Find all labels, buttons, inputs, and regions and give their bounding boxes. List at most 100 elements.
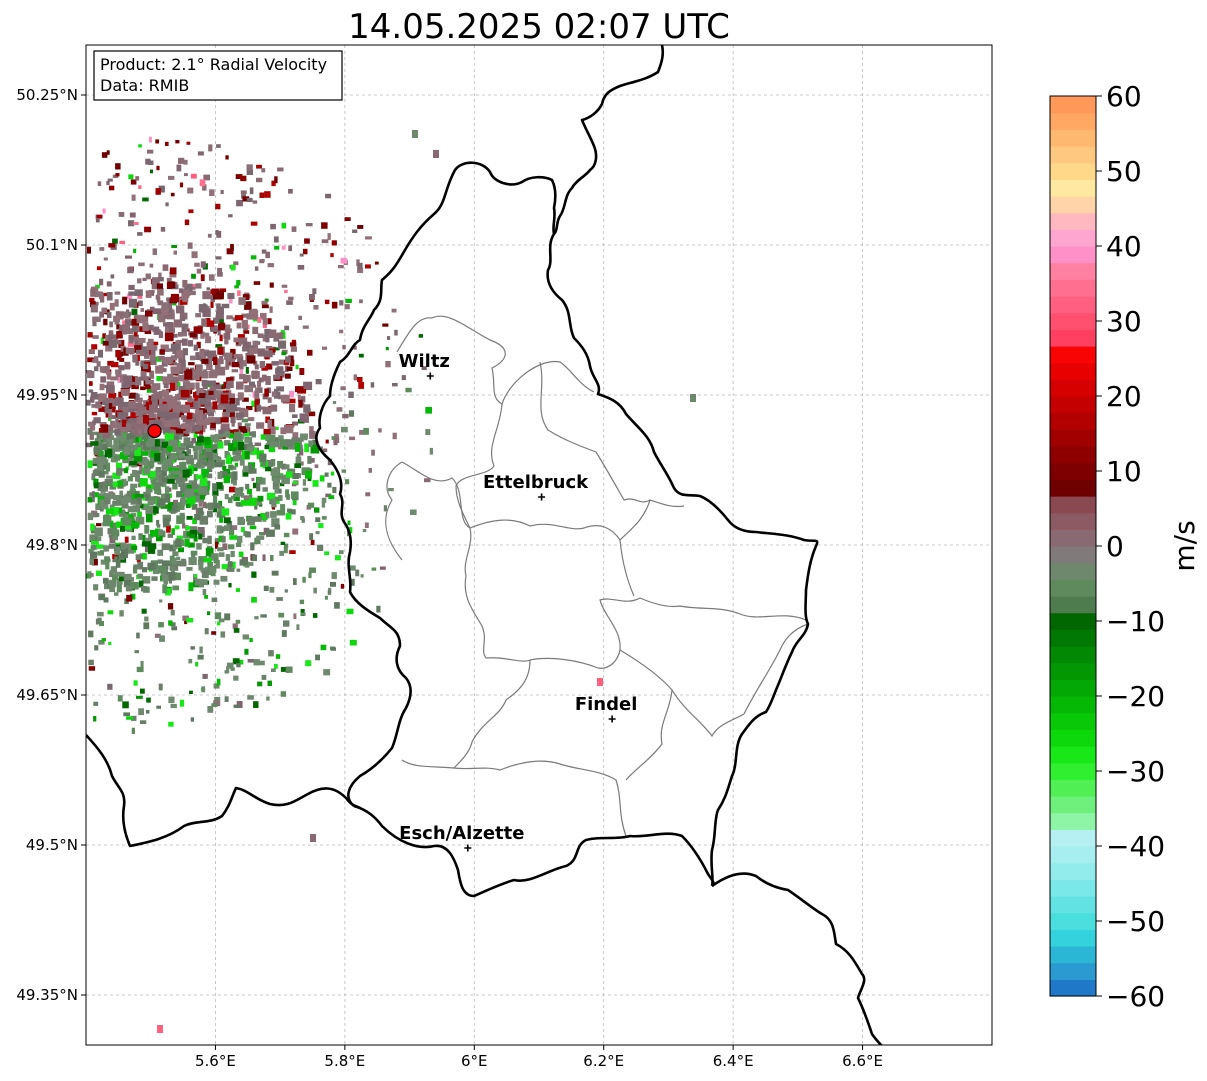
echo-pixel bbox=[140, 308, 144, 312]
echo-pixel bbox=[139, 720, 147, 724]
echo-pixel bbox=[261, 674, 267, 680]
echo-pixel bbox=[257, 317, 262, 323]
echo-pixel bbox=[271, 458, 276, 467]
echo-pixel bbox=[233, 429, 239, 435]
echo-pixel bbox=[174, 572, 181, 581]
echo-pixel bbox=[288, 245, 292, 252]
echo-pixel bbox=[265, 251, 270, 259]
echo-pixel bbox=[183, 437, 191, 445]
echo-pixel bbox=[152, 308, 162, 315]
echo-pixel bbox=[234, 315, 244, 321]
echo-pixel bbox=[163, 420, 172, 428]
echo-pixel bbox=[88, 666, 96, 671]
echo-pixel bbox=[292, 421, 299, 426]
echo-pixel bbox=[177, 332, 183, 337]
echo-pixel bbox=[228, 528, 235, 536]
echo-pixel bbox=[89, 492, 94, 497]
echo-pixel bbox=[261, 477, 266, 485]
echo-pixel bbox=[303, 248, 308, 255]
echo-pixel bbox=[134, 447, 141, 457]
echo-pixel bbox=[215, 560, 220, 569]
echo-pixel bbox=[141, 608, 147, 614]
echo-pixel bbox=[191, 284, 197, 289]
echo-pixel bbox=[211, 597, 218, 603]
echo-pixel bbox=[146, 387, 154, 393]
echo-pixel bbox=[236, 381, 244, 390]
echo-pixel bbox=[176, 515, 185, 524]
colorbar-tick-label: 40 bbox=[1106, 230, 1142, 263]
echo-pixel bbox=[363, 427, 369, 435]
echo-pixel bbox=[269, 418, 275, 427]
echo-pixel bbox=[199, 403, 205, 407]
echo-pixel bbox=[300, 396, 306, 403]
colorbar-step bbox=[1050, 879, 1096, 897]
echo-pixel bbox=[247, 659, 254, 663]
echo-pixel bbox=[224, 333, 231, 340]
echo-pixel bbox=[281, 477, 290, 485]
echo-pixel bbox=[137, 293, 143, 299]
echo-pixel bbox=[276, 597, 283, 601]
echo-pixel bbox=[213, 683, 220, 689]
echo-pixel bbox=[129, 593, 136, 600]
colorbar-step bbox=[1050, 112, 1096, 130]
echo-pixel bbox=[155, 294, 160, 300]
echo-pixel bbox=[142, 505, 149, 511]
echo-pixel bbox=[204, 595, 209, 599]
echo-pixel bbox=[123, 468, 129, 474]
echo-pixel bbox=[106, 403, 113, 409]
echo-pixel bbox=[228, 497, 233, 504]
echo-pixel bbox=[250, 255, 257, 260]
echo-pixel bbox=[244, 301, 252, 310]
echo-pixel bbox=[91, 344, 98, 350]
echo-pixel bbox=[97, 181, 102, 186]
echo-pixel bbox=[147, 149, 154, 154]
echo-pixel bbox=[119, 490, 123, 497]
echo-pixel bbox=[132, 325, 139, 333]
echo-pixel bbox=[91, 411, 98, 416]
echo-pixel bbox=[262, 554, 266, 561]
echo-pixel bbox=[107, 178, 113, 182]
echo-pixel bbox=[156, 519, 160, 526]
echo-pixel bbox=[184, 490, 191, 498]
echo-pixel bbox=[172, 443, 179, 453]
echo-pixel bbox=[379, 566, 386, 570]
echo-pixel bbox=[291, 226, 297, 232]
echo-pixel bbox=[266, 434, 276, 443]
echo-pixel bbox=[238, 337, 248, 345]
echo-pixel bbox=[322, 448, 328, 453]
echo-pixel bbox=[116, 467, 123, 476]
echo-pixel bbox=[169, 544, 176, 552]
echo-pixel bbox=[245, 367, 249, 374]
echo-pixel bbox=[262, 487, 268, 492]
city-marker-icon bbox=[608, 715, 616, 723]
echo-pixel bbox=[287, 468, 296, 473]
echo-pixel bbox=[172, 482, 178, 490]
echo-pixel bbox=[117, 412, 125, 420]
echo-pixel bbox=[240, 500, 250, 506]
echo-pixel bbox=[103, 257, 108, 261]
echo-pixel bbox=[299, 368, 305, 375]
echo-pixel bbox=[220, 575, 228, 582]
echo-pixel bbox=[251, 400, 256, 407]
echo-pixel bbox=[264, 191, 271, 198]
echo-pixel bbox=[254, 364, 259, 370]
echo-pixel bbox=[108, 642, 112, 646]
echo-pixel bbox=[257, 681, 263, 687]
echo-pixel bbox=[315, 531, 320, 535]
echo-pixel bbox=[131, 496, 138, 505]
echo-pixel bbox=[320, 644, 327, 651]
echo-pixel bbox=[164, 332, 174, 342]
echo-pixel bbox=[140, 660, 144, 668]
echo-pixel bbox=[163, 464, 169, 472]
colorbar-step bbox=[1050, 696, 1096, 714]
echo-pixel bbox=[207, 473, 213, 479]
echo-pixel bbox=[158, 356, 165, 361]
echo-pixel bbox=[256, 164, 262, 169]
canton-boundary-west bbox=[401, 461, 685, 541]
echo-pixel bbox=[119, 553, 128, 559]
echo-pixel bbox=[166, 398, 172, 406]
echo-pixel bbox=[292, 473, 299, 479]
echo-pixel bbox=[164, 312, 173, 319]
